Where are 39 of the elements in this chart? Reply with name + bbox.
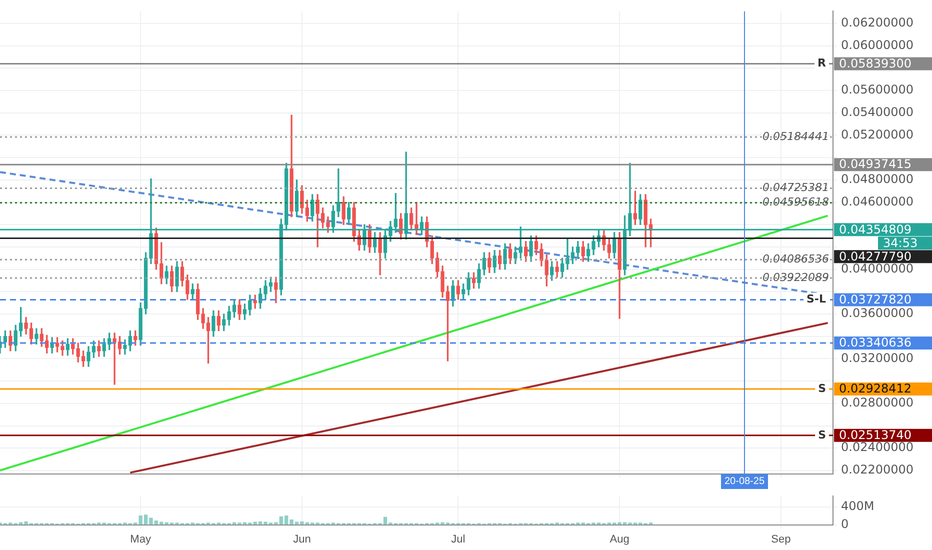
ref-line-label: 0.03922089 [762, 270, 829, 284]
ref-line-label: 0.04937415 [839, 157, 912, 172]
y-tick-label: 0.06000000 [841, 38, 914, 52]
y-tick-label: 0.04800000 [841, 172, 914, 186]
ref-line-label: 0.04725381 [762, 181, 829, 194]
y-tick-label: 0.02400000 [841, 440, 914, 454]
x-tick-label: Sep [771, 533, 791, 546]
y-tick-label: 0.05200000 [841, 127, 914, 142]
y-tick-label: 0.04600000 [841, 194, 914, 208]
x-tick-label: May [130, 533, 152, 546]
y-tick-label: 400M [841, 499, 874, 514]
ref-line-label: 0.03340636 [839, 336, 912, 350]
ref-line-label: 0.05184441 [762, 130, 829, 143]
y-tick-label: 0.02800000 [841, 396, 914, 410]
ref-line-label: 0.04086536 [762, 252, 829, 266]
y-tick-label: 0.03200000 [841, 350, 914, 365]
ref-line-label: 0.04277790 [839, 249, 912, 264]
ref-line-label: 0.02928412 [839, 382, 912, 396]
y-tick-label: 0.05600000 [841, 82, 914, 97]
y-tick-label: 0.03600000 [841, 306, 914, 320]
y-tick-label: 0.02200000 [841, 462, 914, 477]
annotation: S-L [806, 292, 826, 306]
text: 34:53 [883, 236, 918, 250]
y-tick-label: 0.06200000 [841, 16, 914, 30]
ref-line-label: 0.02513740 [839, 428, 912, 442]
annotation: R [818, 56, 827, 70]
x-tick-label: Jul [451, 533, 466, 546]
ref-line-label: 0.05839300 [839, 56, 912, 70]
y-tick-label: 0.05400000 [841, 105, 914, 120]
x-tick-label: Jun [293, 533, 311, 546]
annotation: S [818, 382, 826, 395]
ref-line-label: 20-08-25 [721, 474, 768, 489]
ref-line-label: 0.04595618 [762, 196, 829, 209]
ref-line-label: 0.03727820 [839, 292, 912, 306]
y-tick-label: 0.04000000 [841, 261, 914, 276]
ref-line-label: 0.04354809 [839, 222, 912, 236]
y-tick-label: 0 [841, 516, 849, 531]
x-tick-label: Aug [610, 533, 630, 546]
annotation: S [818, 428, 826, 442]
